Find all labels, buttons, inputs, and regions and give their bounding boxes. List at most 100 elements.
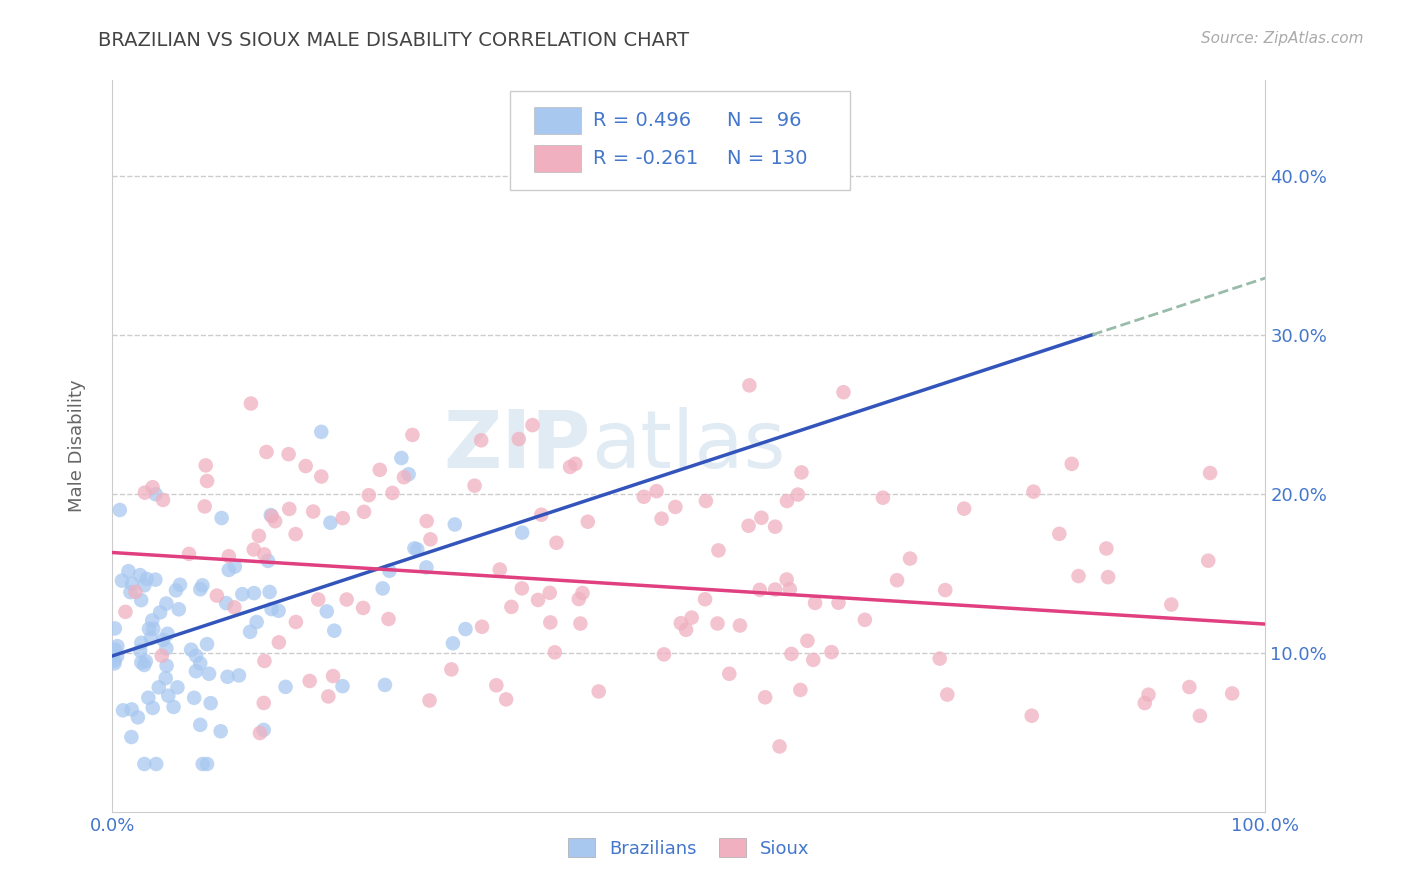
Point bbox=[152, 632, 174, 647]
Point bbox=[1095, 541, 1118, 556]
Point bbox=[260, 508, 283, 522]
Point bbox=[501, 599, 523, 614]
Point bbox=[558, 459, 581, 474]
Point bbox=[155, 597, 177, 611]
Point bbox=[471, 620, 494, 634]
Point bbox=[131, 636, 153, 650]
Point bbox=[124, 584, 146, 599]
Point bbox=[776, 573, 799, 587]
Point bbox=[218, 563, 240, 577]
Point bbox=[142, 480, 165, 494]
Point bbox=[131, 656, 153, 670]
Point bbox=[693, 592, 716, 607]
Point bbox=[277, 447, 299, 461]
Point bbox=[239, 396, 262, 410]
Point bbox=[675, 623, 697, 637]
Text: R = -0.261: R = -0.261 bbox=[593, 149, 699, 168]
Point bbox=[247, 529, 270, 543]
Point bbox=[790, 466, 813, 480]
Point bbox=[191, 578, 214, 592]
Point bbox=[105, 649, 128, 664]
FancyBboxPatch shape bbox=[510, 91, 851, 190]
Point bbox=[371, 582, 394, 596]
Point bbox=[127, 710, 149, 724]
Point bbox=[488, 562, 510, 576]
Point bbox=[205, 589, 228, 603]
Point bbox=[707, 543, 730, 558]
Point bbox=[253, 696, 276, 710]
Point bbox=[406, 542, 429, 557]
Point bbox=[120, 730, 142, 744]
Point bbox=[681, 610, 703, 624]
Point bbox=[538, 615, 561, 630]
Point bbox=[260, 509, 283, 524]
Point bbox=[157, 689, 180, 703]
Point bbox=[243, 586, 266, 600]
Point bbox=[139, 631, 162, 645]
Point bbox=[309, 425, 332, 439]
Point bbox=[209, 724, 232, 739]
Point bbox=[651, 511, 673, 525]
Point bbox=[748, 582, 770, 597]
Point bbox=[485, 678, 508, 692]
Point bbox=[194, 500, 217, 514]
Point bbox=[728, 618, 751, 632]
Point bbox=[544, 645, 567, 659]
Point bbox=[415, 560, 437, 574]
Point bbox=[294, 458, 316, 473]
Point bbox=[148, 681, 170, 695]
Point bbox=[231, 587, 253, 601]
Point bbox=[652, 648, 675, 662]
Point bbox=[576, 515, 599, 529]
Point bbox=[228, 668, 250, 682]
Point bbox=[377, 612, 399, 626]
Point bbox=[522, 418, 544, 433]
Point bbox=[253, 547, 276, 561]
Point bbox=[404, 541, 426, 556]
Point bbox=[1197, 554, 1219, 568]
Point bbox=[1047, 526, 1070, 541]
Point bbox=[311, 469, 333, 483]
Point bbox=[706, 616, 728, 631]
Point bbox=[307, 592, 329, 607]
Point bbox=[217, 670, 239, 684]
Point bbox=[418, 693, 440, 707]
Point bbox=[194, 458, 217, 473]
Point bbox=[134, 657, 156, 672]
Point bbox=[224, 600, 246, 615]
Point bbox=[495, 692, 517, 706]
Point bbox=[1021, 708, 1043, 723]
Point bbox=[165, 583, 187, 598]
Point bbox=[111, 703, 134, 717]
Point bbox=[419, 533, 441, 547]
Point bbox=[195, 474, 218, 488]
Text: Male Disability: Male Disability bbox=[69, 380, 86, 512]
Point bbox=[135, 572, 157, 586]
Point bbox=[398, 467, 420, 482]
Point bbox=[184, 664, 207, 678]
Point bbox=[779, 582, 801, 596]
Legend: Brazilians, Sioux: Brazilians, Sioux bbox=[561, 831, 817, 865]
Point bbox=[336, 592, 359, 607]
Point bbox=[318, 690, 340, 704]
Point bbox=[298, 673, 321, 688]
Point bbox=[177, 547, 200, 561]
Point bbox=[167, 602, 190, 616]
Point bbox=[510, 582, 533, 596]
Point bbox=[145, 487, 167, 501]
Point bbox=[149, 606, 172, 620]
Point bbox=[886, 573, 908, 587]
Point bbox=[284, 527, 307, 541]
Point bbox=[392, 470, 415, 484]
Point bbox=[768, 739, 790, 754]
Point bbox=[218, 549, 240, 564]
Point bbox=[786, 487, 808, 501]
Point bbox=[564, 457, 586, 471]
Point bbox=[129, 644, 152, 658]
Point bbox=[1137, 688, 1160, 702]
Point bbox=[200, 696, 222, 710]
Point bbox=[538, 586, 561, 600]
Point bbox=[1133, 696, 1156, 710]
Point bbox=[645, 484, 668, 499]
Point bbox=[332, 679, 354, 693]
